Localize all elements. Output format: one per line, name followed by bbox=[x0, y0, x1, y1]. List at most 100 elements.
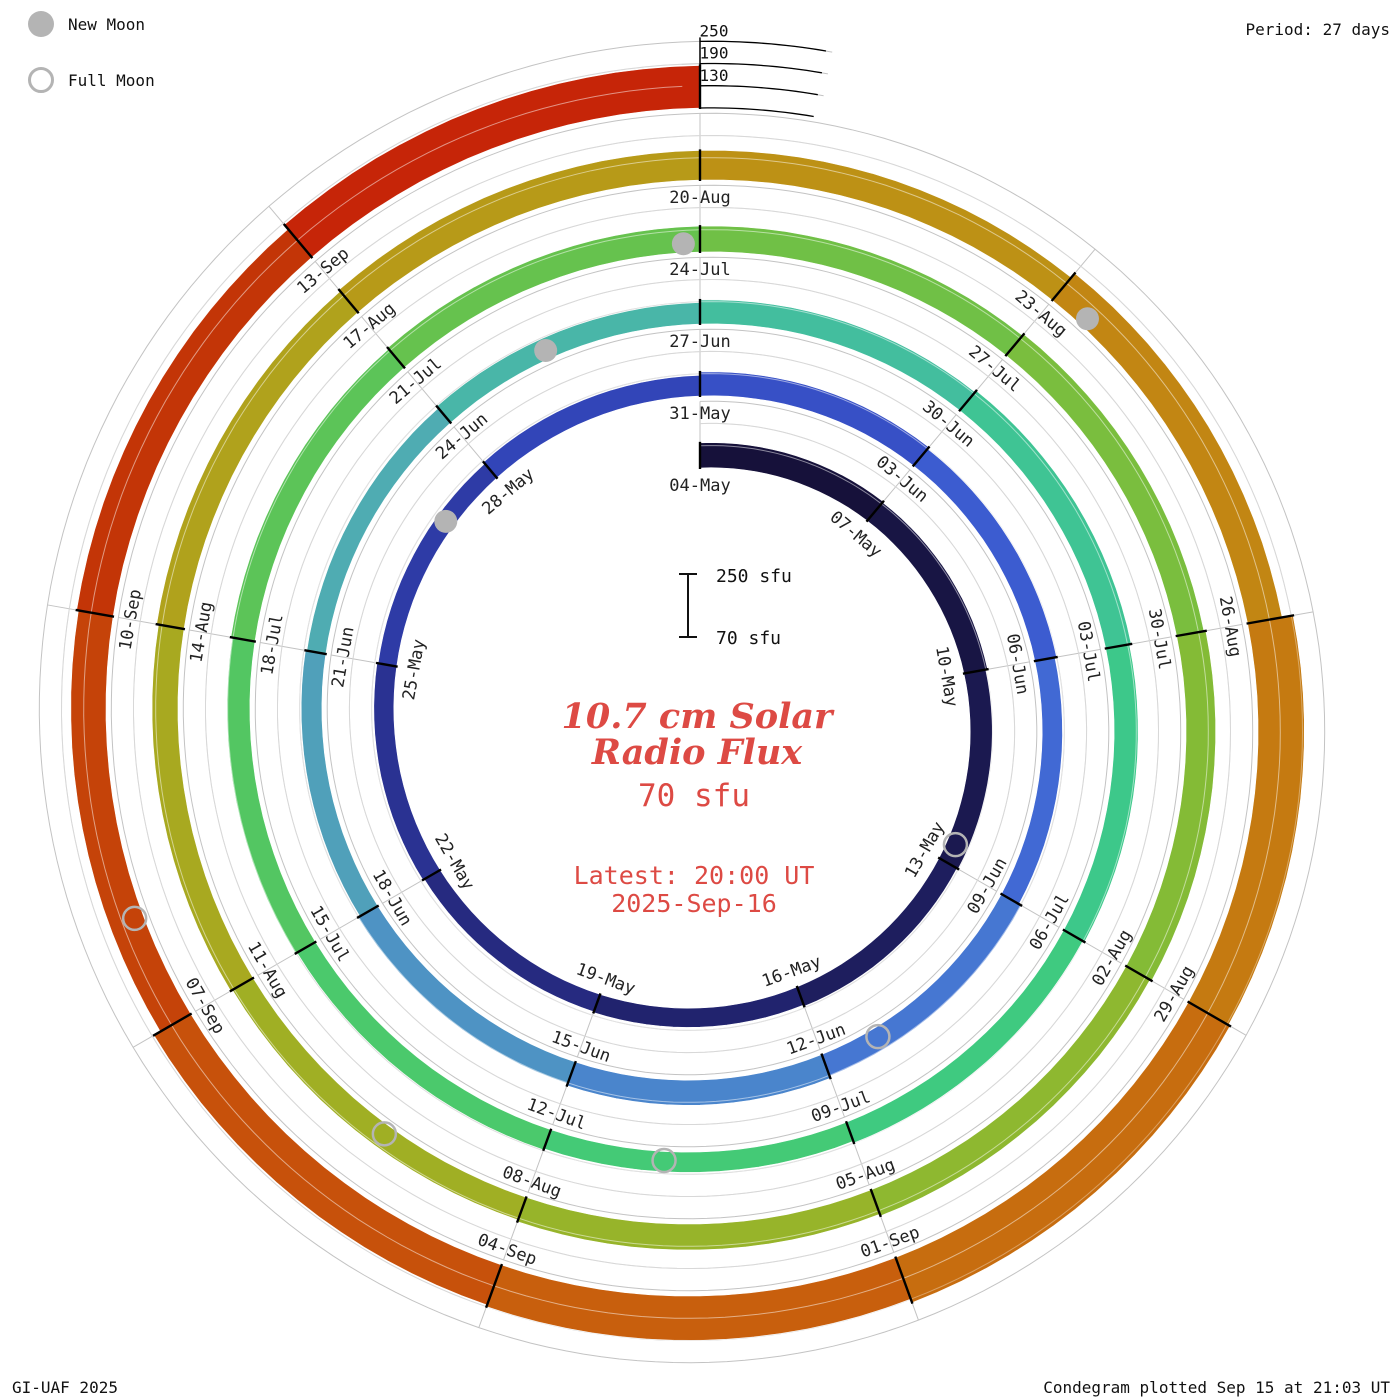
radial-axis: 130 190 250 bbox=[699, 21, 827, 118]
new-moon-marker bbox=[1075, 307, 1099, 331]
flux-scale-bar: 250 sfu 70 sfu bbox=[679, 566, 792, 649]
segment-boundary-tick bbox=[1062, 928, 1087, 944]
credit-label: GI-UAF 2025 bbox=[12, 1378, 118, 1397]
segment-boundary-tick bbox=[565, 1060, 577, 1088]
segment-boundary-tick bbox=[937, 856, 960, 871]
segment-boundary-tick bbox=[911, 445, 931, 468]
grid-spiral bbox=[60, 63, 1304, 1342]
date-tick-label: 04-May bbox=[669, 476, 730, 496]
chart-title-line2: Radio Flux bbox=[591, 732, 803, 773]
full-moon-legend-row: Full Moon bbox=[28, 66, 155, 94]
flux-segment-19-May bbox=[423, 869, 601, 1013]
date-tick-label: 30-Jul bbox=[1144, 607, 1174, 671]
segment-boundary-tick bbox=[337, 288, 360, 315]
radial-axis-tick-arc bbox=[699, 40, 827, 52]
flux-segment-30-Jul bbox=[1125, 630, 1216, 982]
radial-axis-label: 130 bbox=[700, 66, 729, 85]
new-moon-marker bbox=[671, 232, 695, 256]
flux-segment-08-Aug bbox=[231, 977, 527, 1221]
segment-boundary-tick bbox=[155, 622, 186, 631]
scale-max-label: 250 sfu bbox=[716, 566, 792, 587]
date-tick-label: 10-May bbox=[931, 645, 961, 709]
segment-boundary-tick bbox=[894, 1256, 914, 1305]
segment-boundary-tick bbox=[282, 223, 314, 259]
full-moon-icon bbox=[28, 67, 54, 93]
segment-boundary-tick bbox=[869, 1188, 882, 1218]
segment-boundary-tick bbox=[375, 661, 398, 668]
new-moon-marker bbox=[534, 338, 558, 362]
segment-boundary-tick bbox=[152, 1012, 193, 1037]
plotted-timestamp: Condegram plotted Sep 15 at 21:03 UT bbox=[1043, 1378, 1390, 1397]
date-tick-label: 31-May bbox=[669, 404, 730, 424]
date-tick-label: 24-Jul bbox=[669, 260, 730, 280]
segment-boundary-tick bbox=[421, 868, 442, 882]
segment-boundary-tick bbox=[229, 635, 257, 643]
flux-segment-25-May bbox=[377, 463, 498, 667]
chart-title-line1: 10.7 cm Solar bbox=[562, 696, 836, 737]
radial-axis-tick-arc bbox=[699, 62, 823, 74]
date-tick-label: 20-Aug bbox=[669, 188, 730, 208]
segment-boundary-tick bbox=[75, 608, 115, 618]
segment-boundary-tick bbox=[1124, 964, 1154, 983]
full-moon-label: Full Moon bbox=[68, 70, 155, 90]
date-tick-label: 18-Jul bbox=[257, 613, 287, 677]
flux-segment-01-Sep bbox=[486, 1257, 912, 1341]
segment-boundary-tick bbox=[1004, 332, 1026, 357]
segment-boundary-tick bbox=[481, 460, 499, 480]
segment-boundary-tick bbox=[795, 985, 806, 1008]
segment-boundary-tick bbox=[356, 904, 380, 920]
date-tick-label: 26-Aug bbox=[1215, 595, 1245, 659]
radial-axis-tick-arc bbox=[699, 85, 818, 96]
flux-segment-05-Aug bbox=[517, 1189, 881, 1251]
date-tick-label: 03-Jul bbox=[1073, 620, 1103, 684]
segment-boundary-tick bbox=[865, 500, 885, 523]
segment-boundary-tick bbox=[1104, 642, 1133, 650]
full-moon-marker bbox=[865, 1023, 891, 1050]
flux-segment-07-May bbox=[866, 501, 988, 674]
date-tick-label: 14-Aug bbox=[186, 600, 216, 664]
segment-boundary-tick bbox=[820, 1053, 832, 1080]
flux-segment-03-Jul bbox=[1063, 643, 1139, 943]
segment-boundary-tick bbox=[229, 976, 255, 993]
grid-spiral bbox=[83, 85, 1281, 1319]
moon-legend: New Moon Full Moon bbox=[28, 10, 155, 94]
new-moon-legend-row: New Moon bbox=[28, 10, 155, 38]
segment-boundary-tick bbox=[1175, 629, 1207, 638]
segment-boundary-tick bbox=[592, 993, 602, 1014]
new-moon-icon bbox=[28, 11, 54, 37]
full-moon-marker bbox=[121, 905, 148, 932]
date-tick-label: 25-May bbox=[399, 638, 429, 702]
segment-boundary-tick bbox=[515, 1196, 528, 1224]
segment-boundary-tick bbox=[294, 940, 317, 956]
segment-boundary-tick bbox=[1246, 614, 1295, 625]
new-moon-label: New Moon bbox=[68, 14, 146, 34]
period-label: Period: 27 days bbox=[1245, 20, 1391, 39]
flux-segment-04-Sep bbox=[153, 1013, 502, 1306]
scale-min-label: 70 sfu bbox=[716, 628, 781, 649]
segment-boundary-tick bbox=[542, 1128, 553, 1152]
segment-boundary-tick bbox=[962, 667, 989, 675]
segment-boundary-tick bbox=[1050, 271, 1077, 302]
full-moon-marker bbox=[651, 1147, 677, 1174]
grid-spiral bbox=[60, 62, 1304, 1342]
date-tick-label: 06-Jun bbox=[1002, 632, 1032, 696]
segment-boundary-tick bbox=[999, 892, 1023, 908]
segment-boundary-tick bbox=[435, 404, 453, 425]
segment-boundary-tick bbox=[958, 389, 978, 413]
spiral-plot: 04-May07-May10-May13-May16-May19-May22-M… bbox=[38, 21, 1326, 1364]
latest-time-label: Latest: 20:00 UT bbox=[574, 861, 815, 890]
segment-boundary-tick bbox=[386, 346, 406, 370]
current-flux-value: 70 sfu bbox=[638, 778, 750, 814]
radial-axis-tick-arc bbox=[699, 107, 814, 118]
segment-boundary-tick bbox=[844, 1120, 856, 1145]
segment-boundary-tick bbox=[304, 649, 327, 656]
full-moon-marker bbox=[942, 831, 969, 858]
segment-boundary-tick bbox=[484, 1263, 504, 1309]
latest-date-label: 2025-Sep-16 bbox=[611, 889, 777, 918]
full-moon-marker bbox=[371, 1121, 398, 1147]
radial-axis-label: 250 bbox=[700, 21, 729, 40]
date-tick-label: 10-Sep bbox=[116, 588, 146, 652]
segment-boundary-tick bbox=[1186, 1000, 1232, 1028]
